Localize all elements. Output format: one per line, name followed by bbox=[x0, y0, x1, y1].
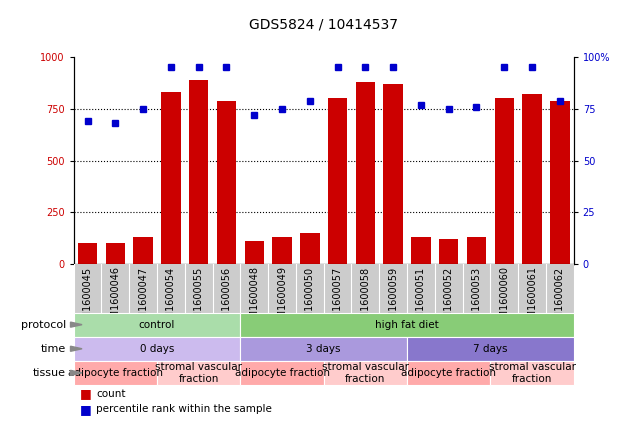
Text: GSM1600047: GSM1600047 bbox=[138, 266, 148, 332]
Text: GSM1600046: GSM1600046 bbox=[110, 266, 121, 331]
Text: GSM1600057: GSM1600057 bbox=[333, 266, 342, 332]
Text: GSM1600058: GSM1600058 bbox=[360, 266, 370, 332]
Text: GSM1600060: GSM1600060 bbox=[499, 266, 509, 331]
Text: GSM1600048: GSM1600048 bbox=[249, 266, 259, 331]
Text: GSM1600055: GSM1600055 bbox=[194, 266, 204, 332]
Text: protocol: protocol bbox=[21, 320, 66, 330]
Bar bbox=[412, 237, 431, 264]
Text: tissue: tissue bbox=[33, 368, 66, 378]
Bar bbox=[550, 101, 570, 264]
Text: count: count bbox=[96, 389, 126, 399]
Bar bbox=[328, 99, 347, 264]
Bar bbox=[272, 237, 292, 264]
Bar bbox=[356, 82, 375, 264]
Bar bbox=[383, 84, 403, 264]
Text: GSM1600045: GSM1600045 bbox=[83, 266, 92, 332]
Text: percentile rank within the sample: percentile rank within the sample bbox=[96, 404, 272, 414]
Bar bbox=[106, 243, 125, 264]
Bar bbox=[300, 233, 319, 264]
Bar bbox=[189, 80, 208, 264]
Text: GSM1600061: GSM1600061 bbox=[527, 266, 537, 331]
Bar bbox=[439, 239, 458, 264]
Text: adipocyte fraction: adipocyte fraction bbox=[235, 368, 329, 378]
Text: adipocyte fraction: adipocyte fraction bbox=[401, 368, 496, 378]
Text: GSM1600051: GSM1600051 bbox=[416, 266, 426, 332]
Text: GSM1600054: GSM1600054 bbox=[166, 266, 176, 332]
Text: GSM1600049: GSM1600049 bbox=[277, 266, 287, 331]
Text: GSM1600059: GSM1600059 bbox=[388, 266, 398, 332]
Bar bbox=[522, 94, 542, 264]
Bar bbox=[133, 237, 153, 264]
Bar bbox=[217, 101, 237, 264]
Text: GSM1600062: GSM1600062 bbox=[555, 266, 565, 332]
Text: control: control bbox=[139, 320, 175, 330]
Text: 0 days: 0 days bbox=[140, 344, 174, 354]
Text: time: time bbox=[41, 344, 66, 354]
Text: high fat diet: high fat diet bbox=[375, 320, 439, 330]
Text: 7 days: 7 days bbox=[473, 344, 508, 354]
Text: stromal vascular
fraction: stromal vascular fraction bbox=[488, 362, 576, 384]
Text: GDS5824 / 10414537: GDS5824 / 10414537 bbox=[249, 18, 398, 32]
Text: adipocyte fraction: adipocyte fraction bbox=[68, 368, 163, 378]
Bar bbox=[78, 243, 97, 264]
Text: GSM1600053: GSM1600053 bbox=[472, 266, 481, 332]
Text: ■: ■ bbox=[80, 387, 92, 401]
Text: stromal vascular
fraction: stromal vascular fraction bbox=[155, 362, 242, 384]
Text: stromal vascular
fraction: stromal vascular fraction bbox=[322, 362, 409, 384]
Text: GSM1600052: GSM1600052 bbox=[444, 266, 454, 332]
Bar bbox=[495, 99, 514, 264]
Text: GSM1600056: GSM1600056 bbox=[222, 266, 231, 332]
Text: ■: ■ bbox=[80, 403, 92, 416]
Text: 3 days: 3 days bbox=[306, 344, 341, 354]
Bar bbox=[245, 241, 264, 264]
Bar bbox=[162, 92, 181, 264]
Text: GSM1600050: GSM1600050 bbox=[305, 266, 315, 332]
Bar bbox=[467, 237, 487, 264]
